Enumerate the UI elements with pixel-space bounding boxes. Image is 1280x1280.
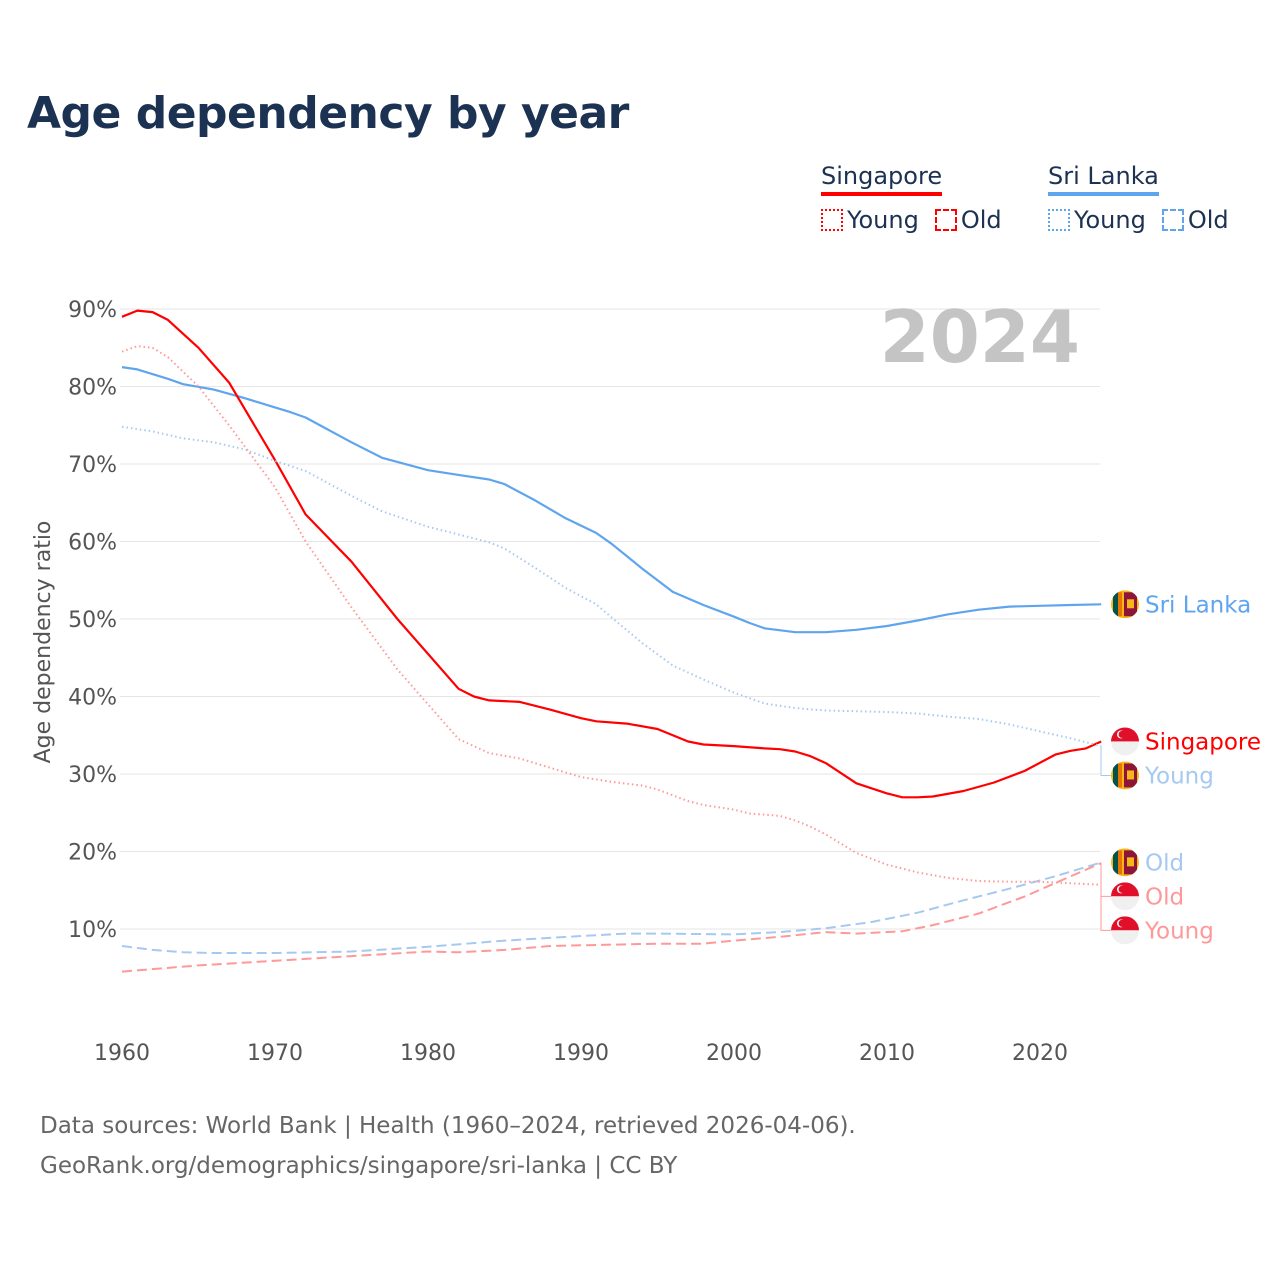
legend-label: Young — [847, 206, 919, 234]
legend-item-sri-lanka-old[interactable]: Old — [1161, 206, 1229, 234]
x-tick-label: 1970 — [247, 1041, 303, 1066]
flag-singapore-icon — [1111, 882, 1139, 911]
dotted-swatch-icon — [821, 209, 843, 231]
legend-item-singapore-young[interactable]: Young — [821, 206, 919, 234]
flag-sri-lanka-icon — [1111, 590, 1139, 619]
y-tick-label: 90% — [68, 298, 117, 323]
end-label: Old — [1145, 850, 1184, 876]
footer: Data sources: World Bank | Health (1960–… — [40, 1106, 856, 1186]
legend-country-sri-lanka[interactable]: Sri Lanka — [1048, 162, 1159, 196]
footer-link[interactable]: GeoRank.org/demographics/singapore/sri-l… — [40, 1153, 678, 1179]
dotted-swatch-icon — [1048, 209, 1070, 231]
y-tick-label: 40% — [68, 686, 117, 711]
flag-sri-lanka-icon — [1111, 848, 1139, 877]
label-connector — [1100, 862, 1111, 897]
flag-sri-lanka-icon — [1111, 761, 1139, 790]
y-tick-label: 50% — [68, 608, 117, 633]
dashed-swatch-icon — [934, 209, 957, 231]
x-tick-label: 1960 — [94, 1041, 150, 1066]
x-tick-label: 2020 — [1012, 1041, 1068, 1066]
series-line-sri-lanka-young — [121, 425, 1102, 748]
series-line-singapore-young — [121, 345, 1102, 886]
legend-country-singapore[interactable]: Singapore — [821, 162, 943, 196]
end-label: Sri Lanka — [1145, 592, 1251, 618]
legend-singapore: Singapore Young Old — [821, 162, 1002, 234]
y-tick-label: 10% — [68, 918, 117, 943]
flag-singapore-icon — [1111, 916, 1139, 945]
y-tick-label: 70% — [68, 453, 117, 478]
series-line-sri-lanka — [121, 366, 1102, 634]
legend-label: Old — [1187, 206, 1229, 234]
label-connector — [1100, 884, 1111, 931]
x-tick-label: 1980 — [400, 1041, 456, 1066]
y-tick-label: 20% — [68, 841, 117, 866]
x-tick-label: 2010 — [859, 1041, 915, 1066]
series-line-sri-lanka-old — [121, 861, 1102, 954]
legend-label: Young — [1074, 206, 1146, 234]
year-overlay: 2024 — [880, 295, 1080, 379]
y-tick-label: 30% — [68, 763, 117, 788]
dashed-swatch-icon — [1161, 209, 1184, 231]
y-axis-label: Age dependency ratio — [31, 521, 56, 764]
footer-sources: Data sources: World Bank | Health (1960–… — [40, 1113, 856, 1139]
x-tick-label: 2000 — [706, 1041, 762, 1066]
end-label: Young — [1144, 763, 1214, 789]
end-label: Singapore — [1145, 729, 1261, 755]
legend-item-singapore-old[interactable]: Old — [934, 206, 1002, 234]
legend-item-sri-lanka-young[interactable]: Young — [1048, 206, 1146, 234]
x-tick-label: 1990 — [553, 1041, 609, 1066]
y-tick-label: 60% — [68, 531, 117, 556]
series-line-singapore — [121, 309, 1102, 799]
label-connector — [1100, 745, 1111, 776]
series-line-singapore-old — [121, 862, 1102, 973]
legend-label: Old — [960, 206, 1002, 234]
end-label: Young — [1144, 918, 1214, 944]
y-tick-label: 80% — [68, 376, 117, 401]
chart-title: Age dependency by year — [27, 88, 629, 139]
flag-singapore-icon — [1111, 727, 1139, 756]
end-label: Old — [1145, 884, 1184, 910]
legend-sri-lanka: Sri Lanka Young Old — [1048, 162, 1229, 234]
